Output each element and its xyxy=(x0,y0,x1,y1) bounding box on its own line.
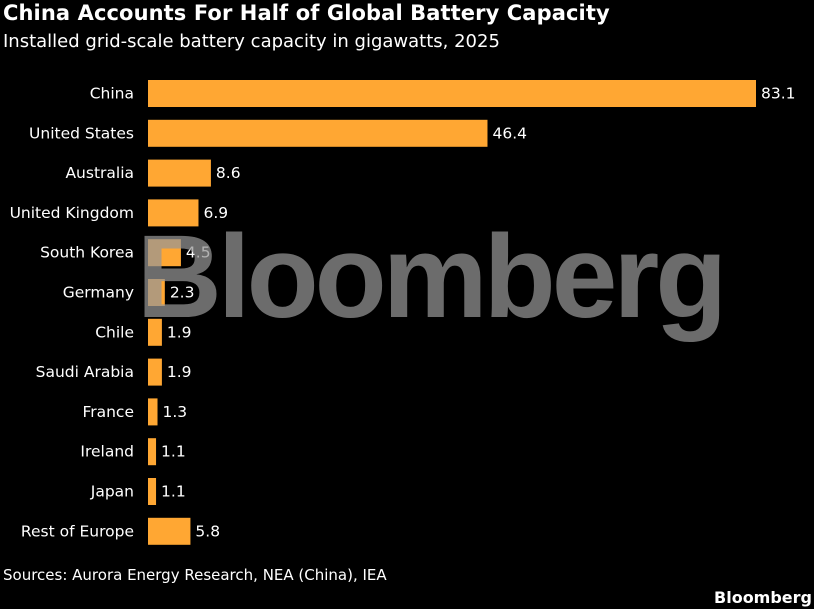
value-label-china: 83.1 xyxy=(761,85,796,103)
value-label-germany: 2.3 xyxy=(170,284,195,302)
category-label-chile: Chile xyxy=(95,323,134,341)
bar-south-korea xyxy=(148,239,181,267)
value-label-ireland: 1.1 xyxy=(161,443,186,461)
value-label-saudi-arabia: 1.9 xyxy=(167,363,192,381)
chart-title: China Accounts For Half of Global Batter… xyxy=(3,1,610,25)
bar-japan xyxy=(148,478,157,505)
value-label-japan: 1.1 xyxy=(161,483,186,501)
bar-chile xyxy=(148,318,162,346)
category-label-united-kingdom: United Kingdom xyxy=(10,204,134,222)
category-label-ireland: Ireland xyxy=(80,443,134,461)
category-label-rest-of-europe: Rest of Europe xyxy=(21,522,134,540)
category-label-united-states: United States xyxy=(29,124,134,142)
bar-china xyxy=(148,80,756,107)
chart-source: Sources: Aurora Energy Research, NEA (Ch… xyxy=(3,566,387,584)
category-label-japan: Japan xyxy=(90,483,134,501)
value-label-united-kingdom: 6.9 xyxy=(203,204,228,222)
bar-australia xyxy=(148,159,211,187)
category-label-france: France xyxy=(82,403,134,421)
bar-france xyxy=(148,398,158,426)
bar-united-kingdom xyxy=(148,199,199,227)
category-label-china: China xyxy=(90,85,134,103)
value-label-australia: 8.6 xyxy=(216,164,241,182)
value-label-france: 1.3 xyxy=(163,403,188,421)
value-label-rest-of-europe: 5.8 xyxy=(195,522,220,540)
category-label-australia: Australia xyxy=(65,164,134,182)
brand-logo: Bloomberg xyxy=(714,588,812,607)
category-label-saudi-arabia: Saudi Arabia xyxy=(36,363,134,381)
bar-chart: China 83.1 United States 46.4 Australia 8.6 Un… xyxy=(10,80,796,545)
value-label-south-korea: 4.5 xyxy=(186,244,211,262)
bar-saudi-arabia xyxy=(148,358,162,386)
value-label-united-states: 46.4 xyxy=(492,124,527,142)
bar-ireland xyxy=(148,438,157,466)
chart-subtitle: Installed grid-scale battery capacity in… xyxy=(3,31,500,52)
value-label-chile: 1.9 xyxy=(167,323,192,341)
bar-germany xyxy=(148,279,165,306)
bar-united-states xyxy=(148,119,488,147)
bar-rest-of-europe xyxy=(148,517,191,545)
category-label-germany: Germany xyxy=(63,284,134,302)
category-label-south-korea: South Korea xyxy=(40,244,134,262)
